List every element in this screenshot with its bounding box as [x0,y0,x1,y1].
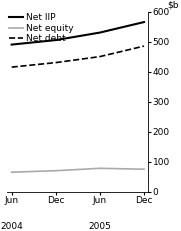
Line: Net equity: Net equity [12,168,144,172]
Net equity [99,167,101,170]
Text: $b: $b [167,1,178,10]
Net IIP [99,31,101,34]
Net debt [55,61,57,64]
Net debt [10,66,13,68]
Net IIP [10,43,13,46]
Legend: Net IIP, Net equity, Net debt: Net IIP, Net equity, Net debt [9,13,74,43]
Line: Net IIP: Net IIP [12,22,144,45]
Net IIP [55,39,57,42]
Net equity [143,168,145,170]
Net equity [55,169,57,172]
Net equity [10,171,13,174]
Text: 2005: 2005 [89,222,111,231]
Net debt [99,55,101,58]
Net IIP [143,21,145,24]
Text: 2004: 2004 [0,222,23,231]
Line: Net debt: Net debt [12,46,144,67]
Net debt [143,45,145,48]
